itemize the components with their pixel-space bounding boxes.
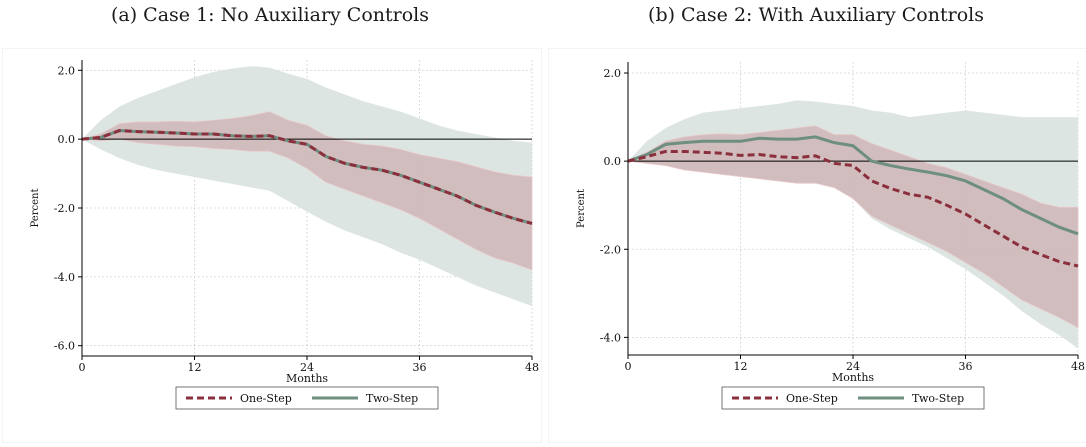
y-tick-label: -6.0 [54, 340, 75, 353]
y-axis-label: Percent [30, 189, 41, 228]
x-tick-label: 36 [959, 360, 973, 373]
x-tick-label: 0 [79, 361, 86, 374]
legend-one-step-label: One-Step [240, 392, 292, 405]
x-tick-label: 24 [846, 360, 860, 373]
y-axis-label: Percent [576, 189, 587, 228]
panel-a-caption: (a) Case 1: No Auxiliary Controls [110, 4, 429, 26]
y-tick-label: 2.0 [604, 67, 622, 80]
legend-box [721, 386, 985, 410]
x-axis-label: Months [286, 372, 328, 385]
y-tick-label: -4.0 [600, 331, 621, 344]
one-step-line [81, 129, 533, 225]
x-tick-label: 48 [525, 361, 539, 374]
x-tick-label: 36 [413, 361, 427, 374]
chart-a-svg: 2.0 0.0 -2.0 -4.0 -6.0 0 12 24 36 48 Months Percent… [1, 47, 543, 444]
x-tick-label: 24 [300, 361, 314, 374]
chart-b-svg: 2.0 0.0 -2.0 -4.0 0 12 24 36 48 Months Percent One-… [547, 47, 1086, 444]
legend: One-Step Two-Step [175, 386, 439, 410]
x-tick-label: 48 [1071, 360, 1085, 373]
y-tick-label: 0.0 [58, 133, 76, 146]
legend-two-step-label: Two-Step [912, 392, 964, 405]
x-axis-label: Months [832, 371, 874, 384]
x-tick-label: 0 [625, 360, 632, 373]
y-tick-label: -2.0 [54, 202, 75, 215]
legend-box [175, 386, 439, 410]
y-tick-label: -2.0 [600, 243, 621, 256]
chart-panel-b: 2.0 0.0 -2.0 -4.0 0 12 24 36 48 Months Percent One-… [547, 47, 1086, 444]
legend-two-step-label: Two-Step [366, 392, 418, 405]
panel-b-caption: (b) Case 2: With Auxiliary Controls [648, 4, 984, 26]
x-tick-label: 12 [734, 360, 748, 373]
two-step-line [627, 135, 1079, 236]
legend: One-Step Two-Step [721, 386, 985, 410]
y-tick-label: 2.0 [58, 64, 76, 77]
y-tick-label: -4.0 [54, 271, 75, 284]
legend-one-step-label: One-Step [786, 392, 838, 405]
one-step-confidence-band [626, 125, 1079, 329]
y-tick-label: 0.0 [604, 155, 622, 168]
x-tick-label: 12 [188, 361, 202, 374]
chart-panel-a: 2.0 0.0 -2.0 -4.0 -6.0 0 12 24 36 48 Months Percent… [1, 47, 543, 444]
